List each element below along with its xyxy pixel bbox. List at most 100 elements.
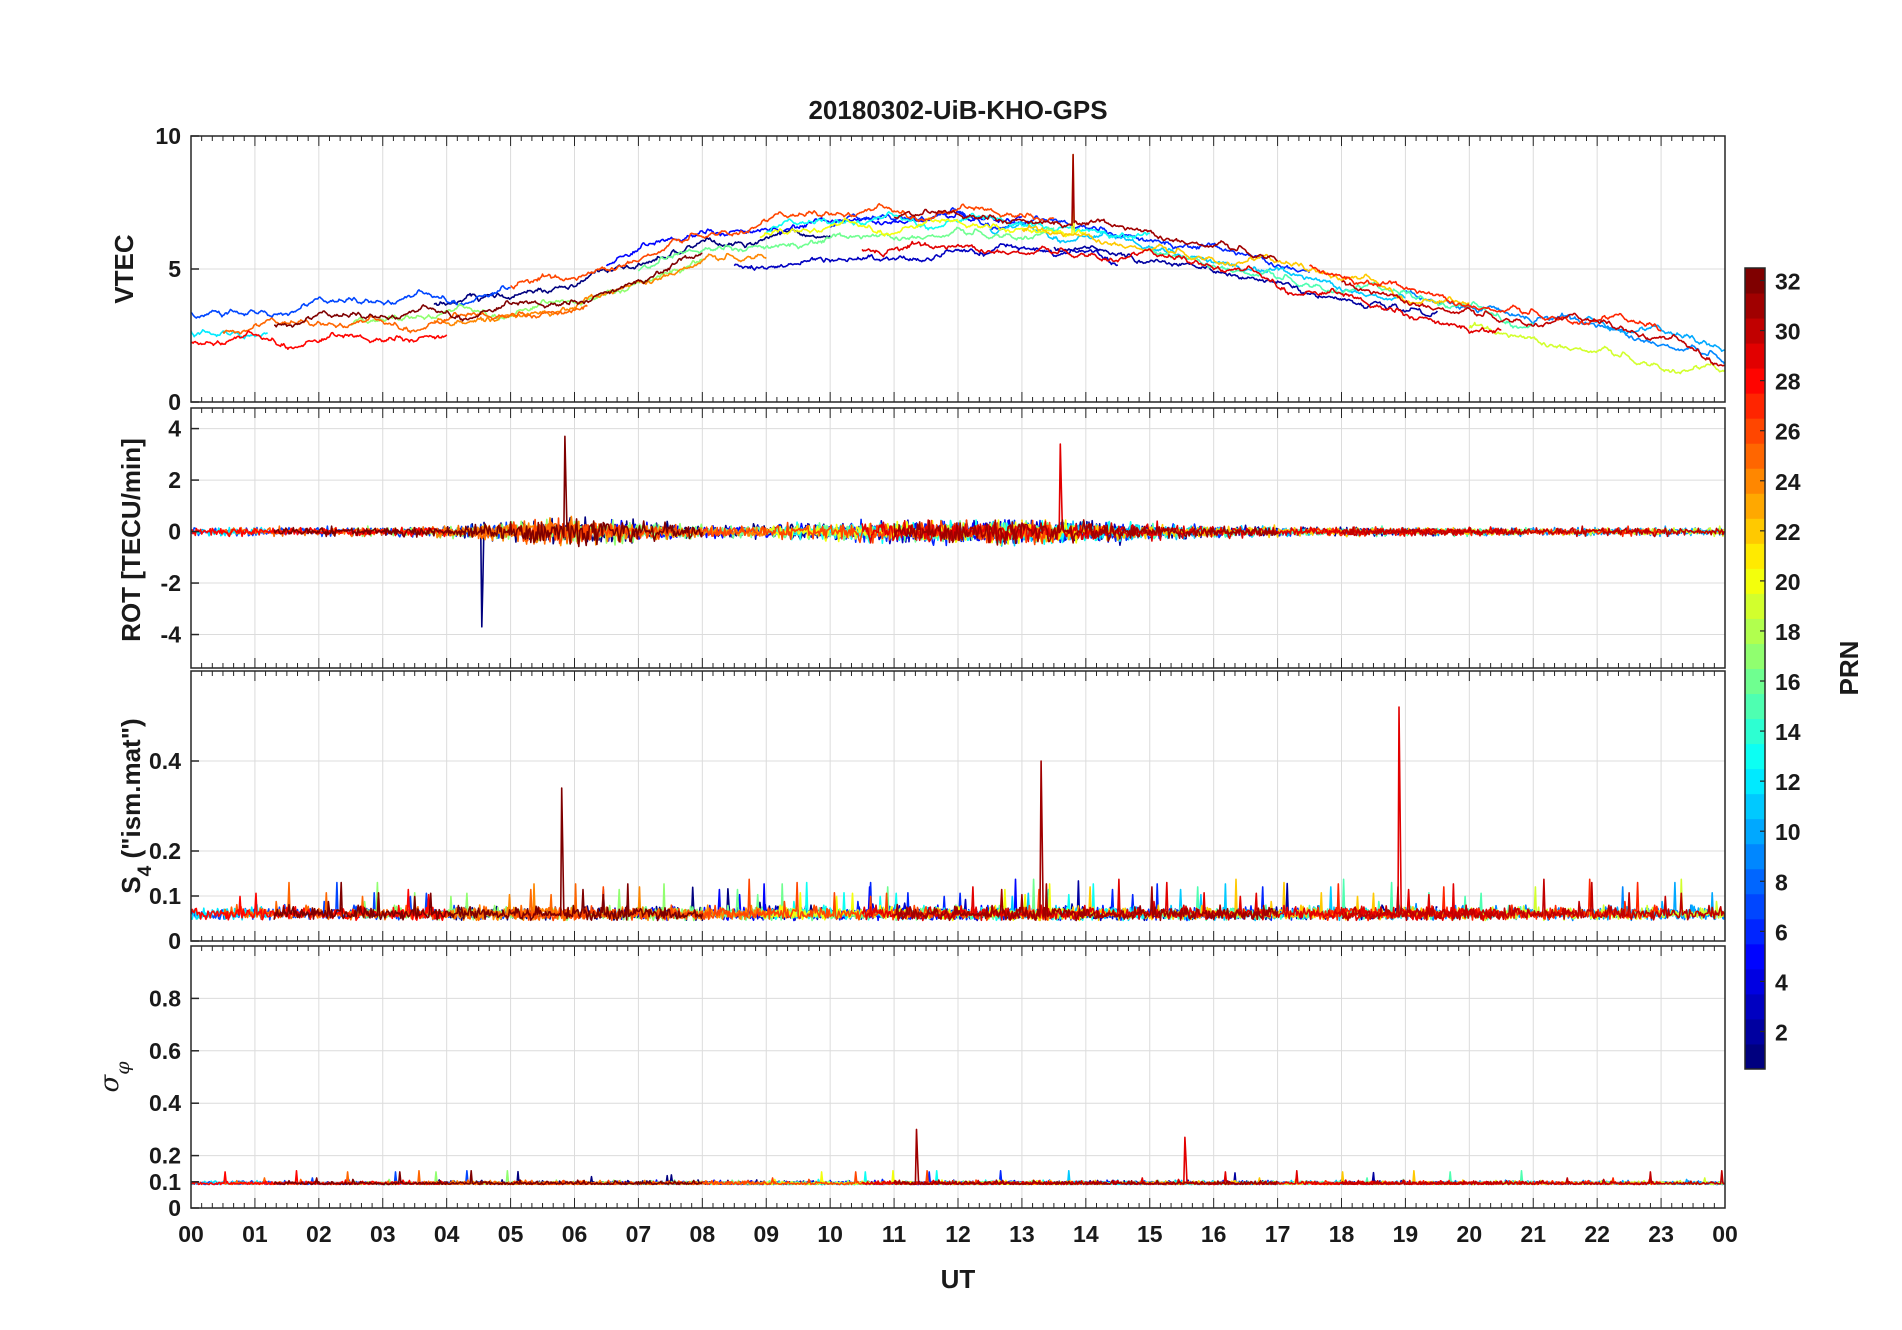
vtec-series-prn-31	[894, 153, 1278, 262]
colorbar-cell	[1745, 293, 1765, 319]
colorbar-cell	[1745, 493, 1765, 519]
rot-series	[191, 435, 1725, 628]
s4-grid	[191, 671, 1725, 941]
y-tick-label: 2	[168, 467, 181, 493]
x-tick-label: 00	[178, 1221, 204, 1247]
vtec-series-prn-29	[861, 240, 1502, 334]
sigma-phi-series-prn-32	[273, 1170, 703, 1186]
colorbar-cell	[1745, 393, 1765, 419]
colorbar-cell	[1745, 468, 1765, 494]
x-tick-label: 11	[882, 1221, 907, 1247]
colorbar-cell	[1745, 718, 1765, 745]
colorbar-tick-label: 6	[1775, 919, 1788, 945]
vtec-series-prn-27	[1309, 264, 1662, 332]
vtec-series-prn-12	[191, 329, 268, 340]
y-tick-label: 0.2	[149, 1143, 181, 1169]
x-tick-label: 02	[306, 1221, 332, 1247]
y-tick-label: 0	[168, 928, 181, 954]
sigma-phi-ticks: 00.10.2 0.4 0.6 0.8	[149, 946, 1726, 1221]
colorbar-cell	[1745, 818, 1765, 845]
colorbar-frame	[1744, 267, 1766, 1070]
vtec-series-prn-1	[433, 227, 831, 306]
x-tick-label: 05	[498, 1221, 524, 1247]
colorbar-tick-label: 16	[1775, 669, 1801, 695]
vtec-series-prn-7	[191, 285, 511, 319]
vtec-ticks: 0 5 10	[155, 123, 1726, 415]
rot-series-prn-32	[273, 435, 704, 548]
x-tick-label: 01	[242, 1221, 268, 1247]
y-tick-label: 0	[168, 519, 181, 545]
colorbar-cell	[1745, 568, 1765, 594]
sigma-phi-panel: 00.10.2 0.4 0.6 0.8 σφ	[95, 945, 1726, 1221]
colorbar-cell	[1745, 518, 1765, 544]
vtec-series-prn-2	[1053, 245, 1439, 318]
rot-ylabel: ROT [TECU/min]	[116, 438, 146, 642]
x-tick-label: 06	[562, 1221, 588, 1247]
colorbar-cell	[1745, 543, 1765, 569]
x-tick-label: 21	[1520, 1221, 1546, 1247]
x-tick-label: 17	[1265, 1221, 1291, 1247]
y-tick-label: 0.1	[149, 1169, 181, 1195]
colorbar-cell	[1745, 643, 1765, 669]
sigma-phi-series	[191, 1128, 1725, 1186]
s4-ticks: 0 0.1 0.2 0.4	[149, 671, 1726, 954]
y-tick-label: 4	[168, 416, 181, 442]
colorbar-cell	[1745, 1018, 1765, 1045]
s4-panel: 0 0.1 0.2 0.4 S4 ("ism.mat")	[116, 670, 1726, 954]
vtec-series-prn-3	[733, 243, 1119, 271]
vtec-series-prn-24	[433, 252, 767, 327]
colorbar-tick-label: 14	[1775, 719, 1801, 745]
colorbar-cell	[1745, 268, 1765, 294]
s4-ylabel-sub: 4	[135, 865, 156, 876]
colorbar-cell	[1745, 943, 1765, 970]
x-tick-label: 13	[1009, 1221, 1035, 1247]
chart-title: 20180302-UiB-KHO-GPS	[808, 95, 1107, 125]
colorbar-cell	[1745, 968, 1765, 995]
y-tick-label: 0.4	[149, 1090, 181, 1116]
colorbar-tick-label: 2	[1775, 1019, 1788, 1045]
colorbar-cell	[1745, 768, 1765, 795]
s4-ylabel-rest: ("ism.mat")	[116, 718, 146, 865]
colorbar-tick-label: 18	[1775, 619, 1801, 645]
x-tick-label: 00	[1712, 1221, 1738, 1247]
colorbar-tick-label: 20	[1775, 569, 1801, 595]
rot-panel: -4 -2 0 2 4 ROT [TECU/min]	[116, 407, 1726, 669]
rot-series-prn-31	[893, 519, 1279, 546]
s4-ylabel: S4 ("ism.mat")	[116, 718, 156, 893]
sigma-phi-series-prn-30	[1340, 1170, 1725, 1186]
vtec-series-prn-32	[274, 252, 703, 328]
colorbar-tick-label: 26	[1775, 419, 1801, 445]
vtec-series-prn-28	[191, 330, 448, 350]
colorbar-tick-label: 28	[1775, 369, 1801, 395]
x-tick-labels: 00 01 02 03 04 05 06 07 08 09 10 11 12 13 14 15 16 17 18 19…	[178, 1221, 1738, 1247]
y-tick-label: -2	[161, 570, 181, 596]
vtec-series-prn-30	[1341, 280, 1725, 367]
colorbar-cell	[1745, 843, 1765, 870]
colorbar-cell	[1745, 343, 1765, 369]
s4-ylabel-main: S	[116, 876, 146, 893]
vtec-series-prn-25	[222, 304, 588, 335]
x-tick-label: 16	[1201, 1221, 1227, 1247]
colorbar-cell	[1745, 668, 1765, 695]
y-tick-label: 0	[168, 1195, 181, 1221]
colorbar-cell	[1745, 418, 1765, 444]
colorbar-cell	[1745, 618, 1765, 644]
x-tick-label: 23	[1648, 1221, 1674, 1247]
x-tick-label: 12	[945, 1221, 971, 1247]
x-tick-label: 10	[817, 1221, 843, 1247]
vtec-series	[191, 153, 1725, 375]
colorbar-tick-label: 8	[1775, 869, 1788, 895]
x-tick-label: 18	[1329, 1221, 1355, 1247]
colorbar-cell	[1745, 368, 1765, 394]
vtec-series-prn-19	[1468, 321, 1725, 375]
colorbar-tick-label: 30	[1775, 319, 1801, 345]
sigma-phi-ylabel: σφ	[95, 1061, 134, 1093]
vtec-series-prn-20	[759, 153, 1087, 239]
sigma-phi-ylabel-sub: φ	[112, 1061, 134, 1075]
s4-series	[191, 706, 1725, 922]
x-tick-label: 19	[1393, 1221, 1419, 1247]
sigma-phi-ylabel-symbol: σ	[95, 1074, 125, 1093]
colorbar-tick-label: 4	[1775, 969, 1788, 995]
